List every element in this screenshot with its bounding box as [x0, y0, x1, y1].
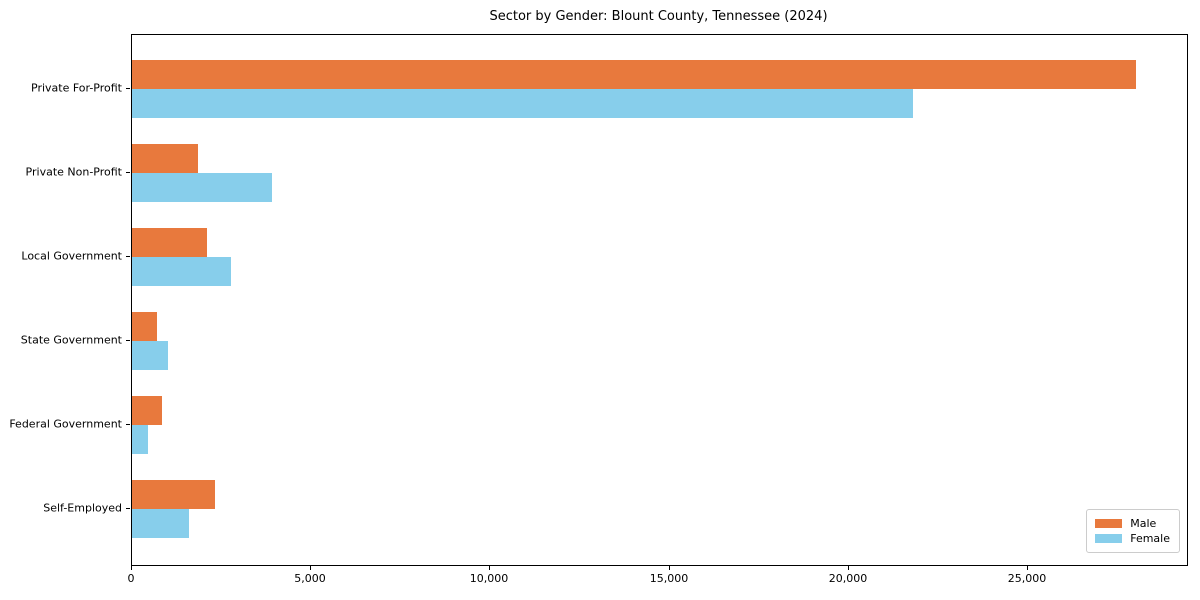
bar-male-self-employed [132, 480, 215, 509]
xtick-label-25-000: 25,000 [1007, 572, 1047, 585]
legend-label-female: Female [1130, 532, 1170, 545]
chart-title: Sector by Gender: Blount County, Tenness… [489, 9, 828, 24]
ytick-label-self-employed: Self-Employed [43, 501, 122, 515]
bar-female-federal-government [132, 425, 148, 454]
bar-male-local-government [132, 228, 207, 257]
xtick-label-0: 0 [127, 572, 135, 585]
xtick-mark [489, 566, 490, 570]
xtick-mark [1027, 566, 1028, 570]
bar-male-federal-government [132, 396, 162, 425]
xtick-label-20-000: 20,000 [828, 572, 868, 585]
legend-label-male: Male [1130, 517, 1157, 530]
xtick-mark [848, 566, 849, 570]
bar-female-private-non-profit [132, 173, 272, 202]
xtick-label-15-000: 15,000 [649, 572, 689, 585]
ytick-label-federal-government: Federal Government [9, 417, 122, 431]
bar-female-private-for-profit [132, 89, 913, 118]
legend-swatch-female [1095, 534, 1123, 543]
xtick-mark [669, 566, 670, 570]
ytick-label-state-government: State Government [20, 333, 122, 347]
xtick-mark [310, 566, 311, 570]
plot-area: Male Female [131, 34, 1188, 566]
ytick-mark [126, 424, 130, 425]
bar-male-private-non-profit [132, 144, 198, 173]
ytick-label-local-government: Local Government [21, 249, 122, 263]
ytick-label-private-for-profit: Private For-Profit [31, 81, 122, 95]
ytick-mark [126, 88, 130, 89]
legend: Male Female [1086, 509, 1180, 553]
legend-swatch-male [1095, 519, 1123, 528]
bar-female-self-employed [132, 509, 189, 538]
bar-female-state-government [132, 341, 168, 370]
legend-item-female: Female [1095, 531, 1170, 546]
legend-item-male: Male [1095, 516, 1170, 531]
ytick-mark [126, 340, 130, 341]
xtick-label-10-000: 10,000 [469, 572, 509, 585]
ytick-mark [126, 256, 130, 257]
ytick-mark [126, 172, 130, 173]
ytick-label-private-non-profit: Private Non-Profit [25, 165, 122, 179]
bar-male-private-for-profit [132, 60, 1136, 89]
xtick-mark [131, 566, 132, 570]
bar-male-state-government [132, 312, 157, 341]
xtick-label-5-000: 5,000 [294, 572, 326, 585]
ytick-mark [126, 508, 130, 509]
bar-female-local-government [132, 257, 231, 286]
